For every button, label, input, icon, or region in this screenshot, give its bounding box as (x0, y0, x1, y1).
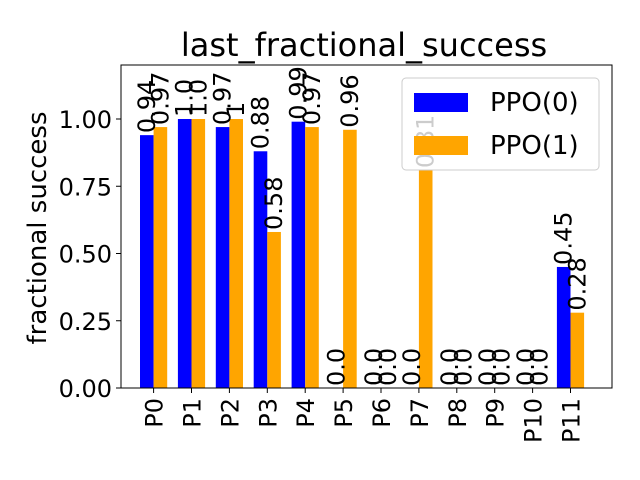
value-label-ppo1-p0: 0.97 (146, 72, 174, 125)
value-label-ppo0-p10: 0.0 (512, 348, 540, 386)
x-tick-label-p5: P5 (330, 398, 358, 428)
y-tick-label: 1.00 (59, 106, 112, 134)
x-axis: P0 P1 P2 P3 P4 P5 P6 P7 P8 P9 P10 P11 (141, 388, 586, 443)
bar-ppo1-p1 (191, 119, 206, 388)
legend-label-ppo0: PPO(0) (490, 88, 579, 118)
plot-frame (120, 64, 613, 389)
value-label-ppo0-p11: 0.45 (550, 212, 578, 265)
legend-label-ppo1: PPO(1) (490, 131, 579, 161)
value-label-ppo0-p9: 0.0 (474, 348, 502, 386)
y-axis-label: fractional success (23, 112, 53, 345)
value-label-ppo0-p2: 0.97 (209, 72, 237, 125)
bar-ppo1-p3 (267, 231, 281, 388)
y-axis: 0.00 0.25 0.50 0.75 1.00 (59, 106, 121, 403)
x-tick-label-p1: P1 (179, 398, 207, 428)
value-label-ppo0-p7: 0.0 (398, 348, 426, 386)
x-tick-label-p10: P10 (520, 398, 548, 443)
legend-swatch-ppo0 (414, 93, 468, 112)
bar-ppo1-p0 (153, 127, 168, 388)
bars-layer (140, 119, 585, 388)
value-label-ppo0-p4: 0.99 (284, 66, 312, 119)
bar-ppo0-p11 (556, 266, 571, 388)
value-label-ppo1-p10: 0.0 (525, 348, 553, 386)
bar-ppo0-p4 (291, 121, 306, 388)
x-tick-label-p7: P7 (406, 398, 434, 428)
value-label-ppo0-p0: 0.94 (133, 80, 161, 133)
x-tick-label-p2: P2 (216, 398, 244, 428)
x-tick-label-p6: P6 (368, 398, 396, 428)
y-tick-label: 0.00 (59, 375, 112, 403)
value-label-ppo1-p4: 0.97 (298, 72, 326, 125)
value-label-ppo0-p8: 0.0 (436, 348, 464, 386)
bar-ppo0-p2 (215, 127, 230, 388)
x-tick-label-p3: P3 (254, 398, 282, 428)
value-label-ppo1-p2: 1 (222, 102, 250, 117)
bar-ppo1-p5 (343, 129, 357, 388)
legend: PPO(0) PPO(1) (401, 77, 600, 171)
bar-ppo0-p1 (177, 119, 192, 388)
value-label-ppo0-p3: 0.88 (247, 96, 275, 149)
bar-ppo1-p11 (570, 312, 585, 388)
chart-title: last_fractional_success (181, 26, 547, 64)
value-label-ppo1-p1: 1.0 (184, 79, 212, 117)
value-label-ppo1-p3: 0.58 (260, 177, 288, 230)
y-tick-label: 0.50 (59, 241, 112, 269)
y-tick-label: 0.75 (59, 173, 112, 201)
bar-ppo0-p3 (253, 151, 268, 388)
legend-swatch-ppo1 (414, 136, 468, 155)
x-tick-label-p0: P0 (141, 398, 169, 428)
x-tick-label-p11: P11 (558, 398, 586, 443)
x-tick-label-p9: P9 (482, 398, 510, 428)
value-label-ppo0-p6: 0.0 (360, 348, 388, 386)
y-tick-label: 0.25 (59, 308, 112, 336)
value-label-ppo0-p1: 1.0 (171, 79, 199, 117)
value-label-ppo1-p8: 0.0 (450, 348, 478, 386)
value-label-ppo0-p5: 0.0 (322, 348, 350, 386)
value-labels-layer: 0.940.971.01.00.9710.880.580.990.970.00.… (133, 66, 591, 386)
value-label-ppo1-p5: 0.96 (336, 74, 364, 127)
bar-ppo1-p4 (305, 127, 319, 388)
x-tick-label-p4: P4 (292, 398, 320, 428)
bar-ppo0-p0 (140, 135, 154, 388)
value-label-ppo1-p6: 0.0 (374, 348, 402, 386)
value-label-ppo1-p9: 0.0 (488, 348, 516, 386)
value-label-ppo1-p11: 0.28 (563, 257, 591, 310)
bar-ppo1-p2 (229, 119, 243, 388)
bar-ppo1-p7 (418, 170, 433, 388)
x-tick-label-p8: P8 (444, 398, 472, 428)
